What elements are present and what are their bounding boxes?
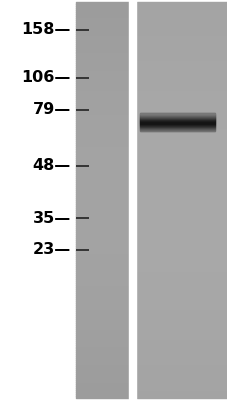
Text: 79—: 79— xyxy=(32,102,70,118)
Text: 35—: 35— xyxy=(32,210,70,226)
Text: 158—: 158— xyxy=(21,22,70,38)
Text: 48—: 48— xyxy=(32,158,70,174)
Text: 23—: 23— xyxy=(32,242,70,258)
Text: 106—: 106— xyxy=(21,70,70,86)
